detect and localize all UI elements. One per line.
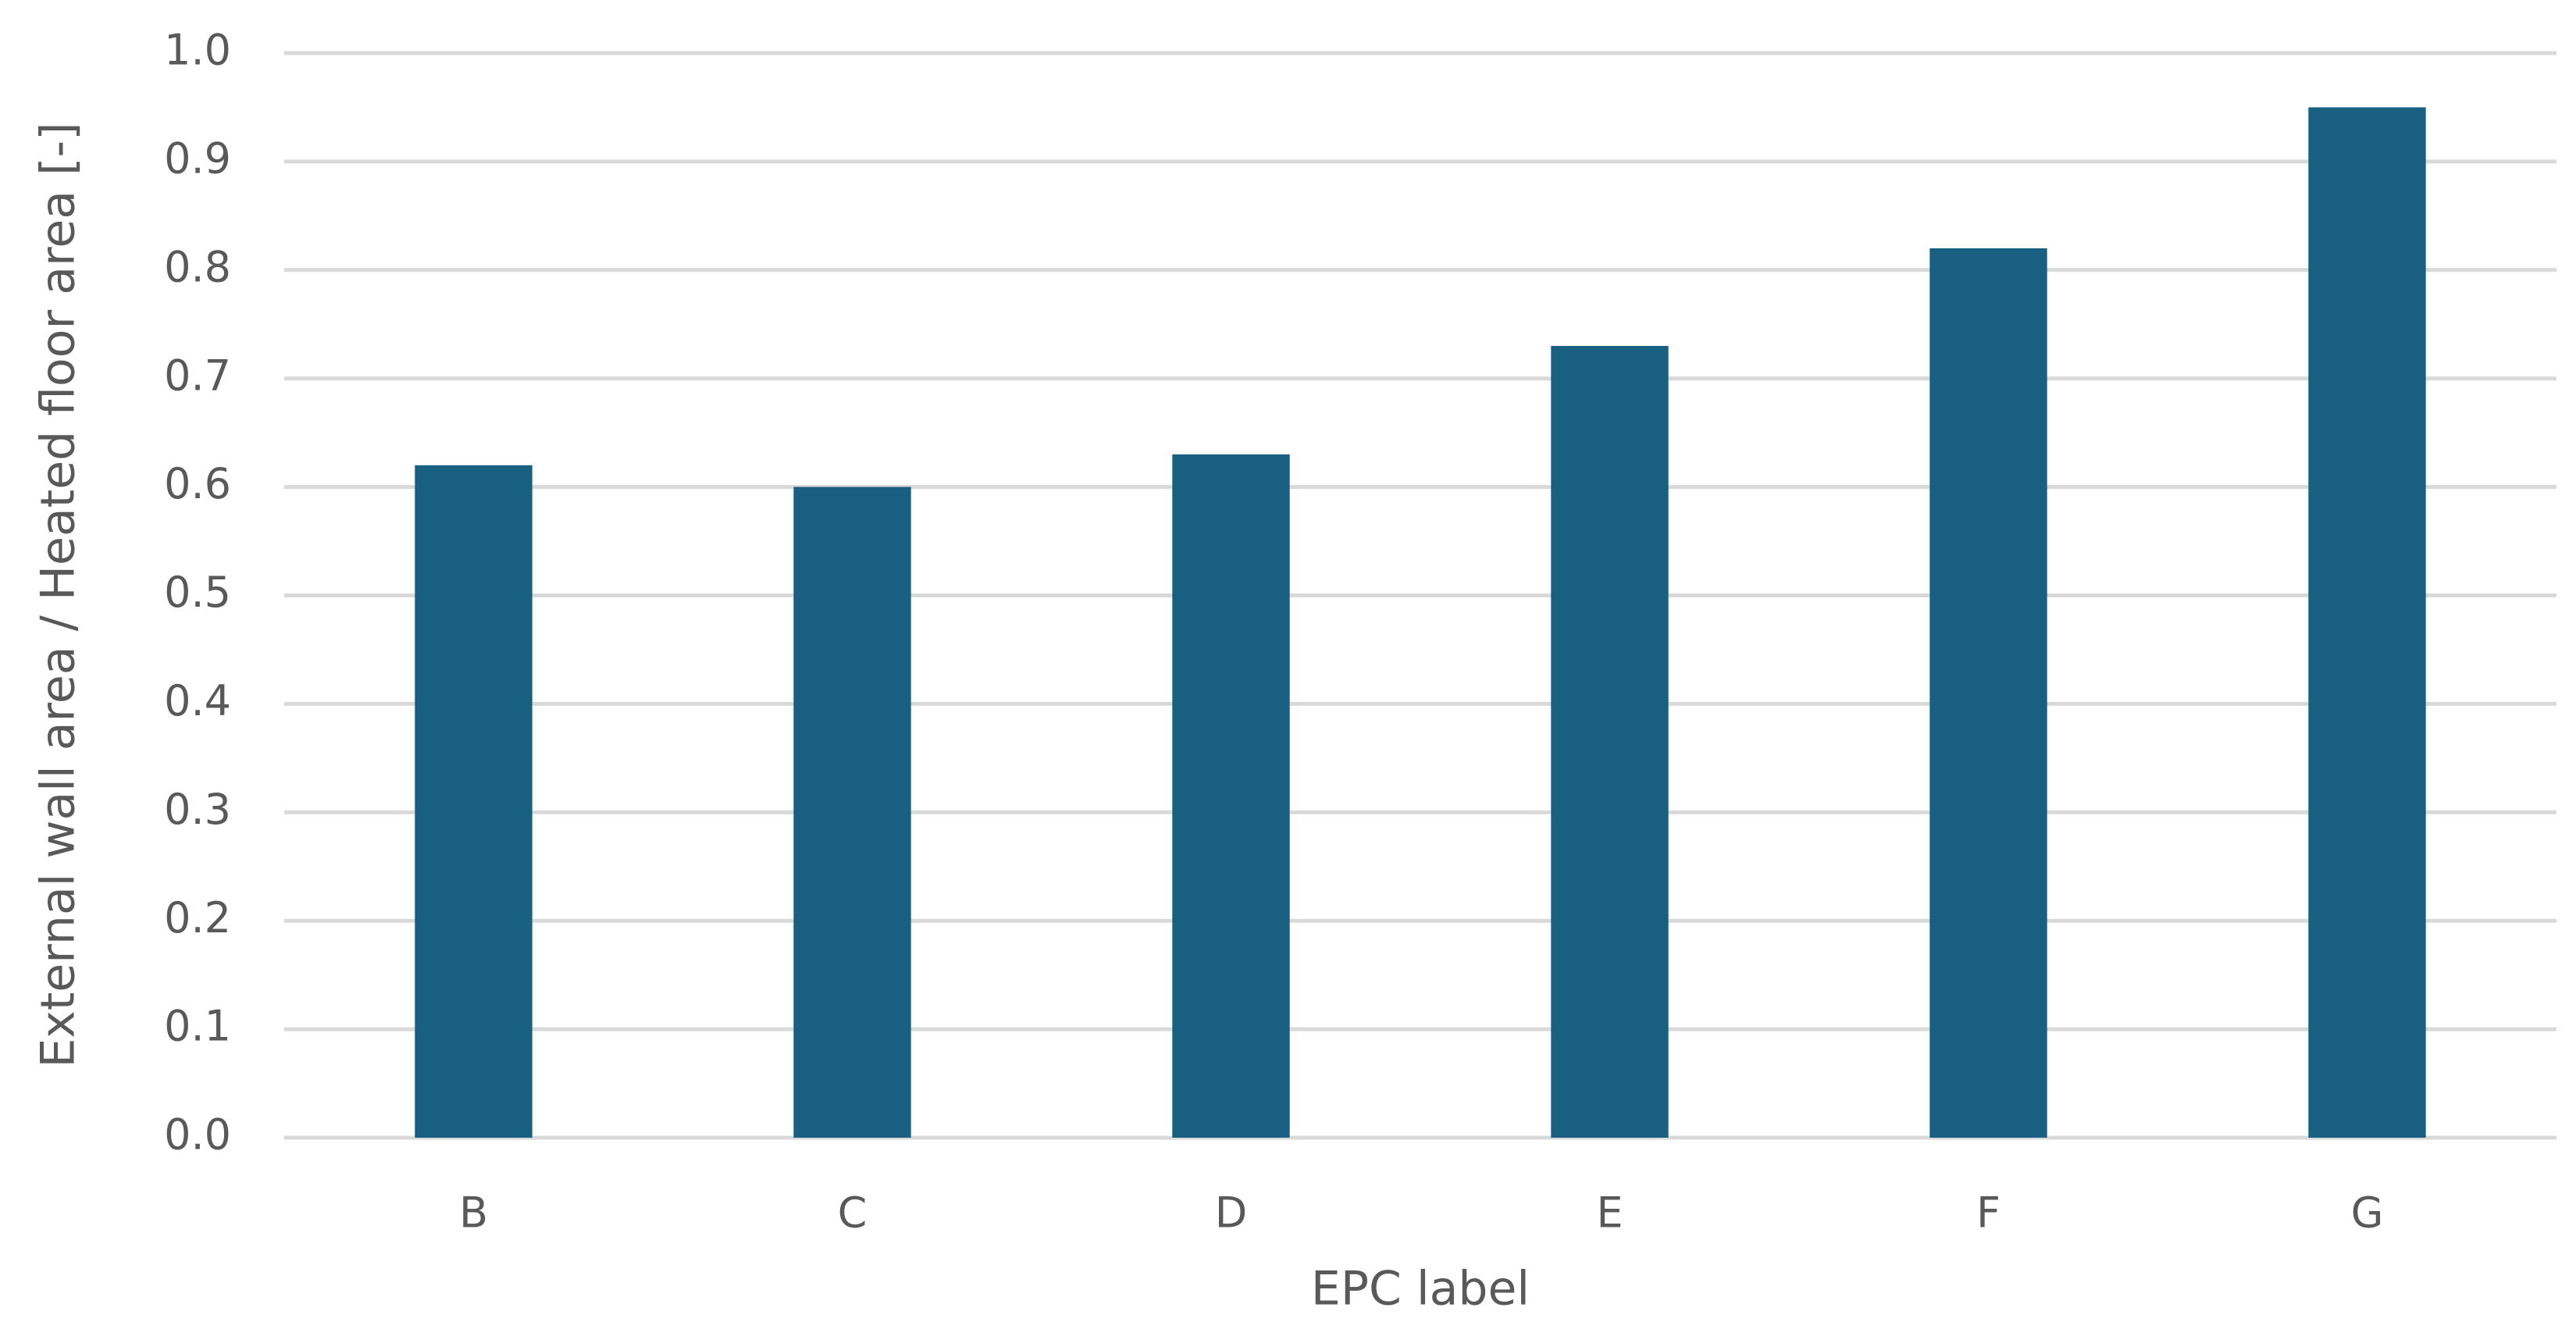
y-tick-label: 0.7 <box>164 351 231 400</box>
bar <box>415 465 533 1138</box>
bar <box>1929 248 2047 1138</box>
x-tick-label: G <box>2351 1188 2384 1238</box>
x-tick-label: F <box>1976 1188 2001 1238</box>
y-tick-label: 0.1 <box>164 1002 231 1051</box>
x-tick-label: E <box>1596 1188 1623 1238</box>
bar <box>1551 346 1669 1138</box>
y-tick-label: 0.5 <box>164 568 231 617</box>
y-tick-label: 0.8 <box>164 242 231 291</box>
y-tick-label: 0.6 <box>164 459 231 508</box>
x-tick-label: C <box>838 1188 868 1238</box>
x-tick-label: B <box>459 1188 488 1238</box>
y-tick-label: 0.4 <box>164 676 231 725</box>
bar <box>2308 107 2426 1138</box>
y-axis-title: External wall area / Heated floor area [… <box>31 122 86 1067</box>
bar <box>1172 454 1290 1138</box>
y-tick-label: 1.0 <box>164 26 231 75</box>
x-tick-label: D <box>1215 1188 1248 1238</box>
y-tick-label: 0.2 <box>164 893 231 942</box>
x-axis-title: EPC label <box>1311 1262 1530 1317</box>
y-tick-label: 0.3 <box>164 785 231 834</box>
bar <box>793 486 911 1138</box>
y-tick-label: 0.0 <box>164 1110 231 1160</box>
y-tick-label: 0.9 <box>164 134 231 183</box>
